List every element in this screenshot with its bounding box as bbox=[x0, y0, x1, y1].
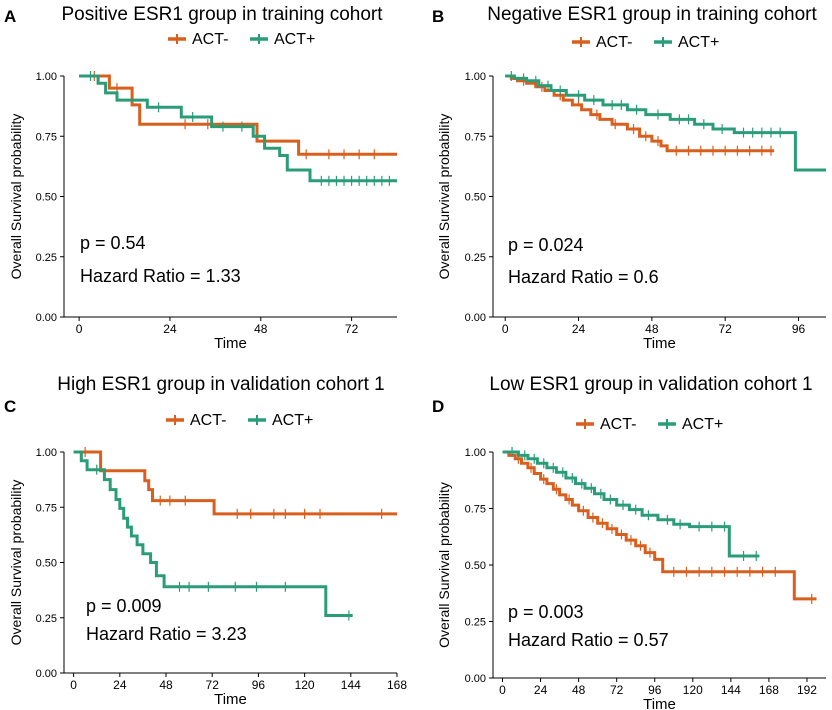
p-value-annotation: p = 0.009 bbox=[86, 596, 162, 616]
y-tick-label: 1.00 bbox=[36, 71, 57, 83]
panel-letter: A bbox=[4, 7, 16, 26]
y-tick-label: 0.25 bbox=[36, 613, 57, 625]
legend: ACT- ACT+ bbox=[168, 31, 315, 48]
y-axis-label: Overall Survival probability bbox=[436, 482, 452, 648]
x-tick-label: 192 bbox=[797, 683, 817, 697]
x-tick-label: 72 bbox=[206, 678, 220, 692]
y-tick-label: 0.00 bbox=[36, 668, 57, 680]
panel-b: B Negative ESR1 group in training cohort A… bbox=[432, 4, 826, 352]
p-value-annotation: p = 0.024 bbox=[508, 235, 584, 255]
hazard-ratio-annotation: Hazard Ratio = 0.6 bbox=[508, 267, 659, 287]
x-tick-label: 0 bbox=[502, 322, 509, 336]
x-axis-label: Time bbox=[214, 691, 247, 708]
x-tick-label: 24 bbox=[113, 678, 127, 692]
chart-title: Negative ESR1 group in training cohort bbox=[487, 4, 817, 25]
y-tick-label: 1.00 bbox=[465, 71, 486, 83]
chart-title: High ESR1 group in validation cohort 1 bbox=[57, 374, 384, 395]
x-tick-label: 24 bbox=[572, 322, 586, 336]
survival-curve-actplus bbox=[73, 450, 353, 617]
legend: ACT- ACT+ bbox=[572, 34, 719, 51]
x-tick-label: 96 bbox=[252, 678, 266, 692]
legend-label: ACT+ bbox=[272, 412, 313, 429]
x-tick-label: 48 bbox=[645, 322, 659, 336]
x-tick-label: 24 bbox=[534, 683, 548, 697]
legend-label: ACT- bbox=[190, 412, 226, 429]
y-tick-label: 0.00 bbox=[465, 673, 486, 685]
survival-curve-actminus bbox=[79, 74, 397, 156]
x-tick-label: 48 bbox=[572, 683, 586, 697]
y-tick-label: 0.00 bbox=[465, 312, 486, 324]
panel-letter: B bbox=[432, 7, 444, 26]
survival-curve-actminus bbox=[73, 450, 397, 516]
y-tick-label: 0.50 bbox=[465, 560, 486, 572]
x-tick-label: 48 bbox=[159, 678, 173, 692]
y-tick-label: 0.75 bbox=[36, 131, 57, 143]
survival-curve-actplus bbox=[502, 450, 760, 558]
legend-label: ACT+ bbox=[274, 31, 315, 48]
legend: ACT- ACT+ bbox=[166, 412, 313, 429]
x-tick-label: 168 bbox=[759, 683, 779, 697]
p-value-annotation: p = 0.003 bbox=[508, 602, 584, 622]
panel-c: C High ESR1 group in validation cohort 1 A… bbox=[4, 374, 407, 708]
chart-title: Low ESR1 group in validation cohort 1 bbox=[489, 374, 812, 395]
survival-curve-actminus bbox=[505, 74, 775, 153]
y-tick-label: 0.25 bbox=[465, 252, 486, 264]
legend-label: ACT- bbox=[600, 416, 636, 433]
y-tick-label: 0.50 bbox=[36, 558, 57, 570]
hazard-ratio-annotation: Hazard Ratio = 0.57 bbox=[508, 630, 669, 650]
x-tick-label: 24 bbox=[163, 322, 177, 336]
x-axis-label: Time bbox=[214, 335, 247, 352]
x-tick-label: 0 bbox=[70, 678, 77, 692]
x-tick-label: 120 bbox=[295, 678, 315, 692]
legend-label: ACT+ bbox=[678, 34, 719, 51]
x-tick-label: 144 bbox=[341, 678, 361, 692]
survival-curve-actplus bbox=[505, 74, 826, 172]
x-tick-label: 0 bbox=[499, 683, 506, 697]
y-tick-label: 1.00 bbox=[465, 447, 486, 459]
panel-letter: C bbox=[4, 397, 16, 416]
y-tick-label: 0.00 bbox=[36, 312, 57, 324]
x-tick-label: 72 bbox=[610, 683, 624, 697]
y-tick-label: 0.50 bbox=[465, 192, 486, 204]
hazard-ratio-annotation: Hazard Ratio = 3.23 bbox=[86, 624, 247, 644]
y-tick-label: 0.50 bbox=[36, 192, 57, 204]
x-tick-label: 96 bbox=[792, 322, 806, 336]
legend: ACT- ACT+ bbox=[576, 416, 723, 433]
x-tick-label: 0 bbox=[76, 322, 83, 336]
x-tick-label: 120 bbox=[683, 683, 703, 697]
x-axis-label: Time bbox=[643, 335, 676, 352]
y-tick-label: 0.25 bbox=[465, 617, 486, 629]
y-tick-label: 0.75 bbox=[465, 504, 486, 516]
legend-label: ACT- bbox=[192, 31, 228, 48]
y-axis-label: Overall Survival probability bbox=[436, 114, 452, 280]
y-tick-label: 1.00 bbox=[36, 447, 57, 459]
panel-letter: D bbox=[432, 397, 444, 416]
legend-label: ACT- bbox=[596, 34, 632, 51]
x-tick-label: 144 bbox=[721, 683, 741, 697]
chart-title: Positive ESR1 group in training cohort bbox=[61, 4, 383, 25]
x-tick-label: 72 bbox=[719, 322, 733, 336]
y-tick-label: 0.75 bbox=[465, 131, 486, 143]
y-tick-label: 0.75 bbox=[36, 502, 57, 514]
y-axis-label: Overall Survival probability bbox=[8, 114, 24, 280]
x-tick-label: 168 bbox=[387, 678, 407, 692]
legend-label: ACT+ bbox=[682, 416, 723, 433]
y-axis-label: Overall Survival probability bbox=[8, 480, 24, 646]
survival-curve-actplus bbox=[79, 74, 397, 183]
hazard-ratio-annotation: Hazard Ratio = 1.33 bbox=[80, 266, 241, 286]
panel-d: D Low ESR1 group in validation cohort 1 AC… bbox=[432, 374, 826, 710]
x-tick-label: 96 bbox=[648, 683, 662, 697]
y-tick-label: 0.25 bbox=[36, 252, 57, 264]
survival-curve-actminus bbox=[502, 450, 817, 601]
x-axis-label: Time bbox=[643, 696, 676, 710]
x-tick-label: 72 bbox=[345, 322, 359, 336]
panel-a: A Positive ESR1 group in training cohort A… bbox=[4, 4, 397, 352]
x-tick-label: 48 bbox=[254, 322, 268, 336]
p-value-annotation: p = 0.54 bbox=[80, 233, 146, 253]
